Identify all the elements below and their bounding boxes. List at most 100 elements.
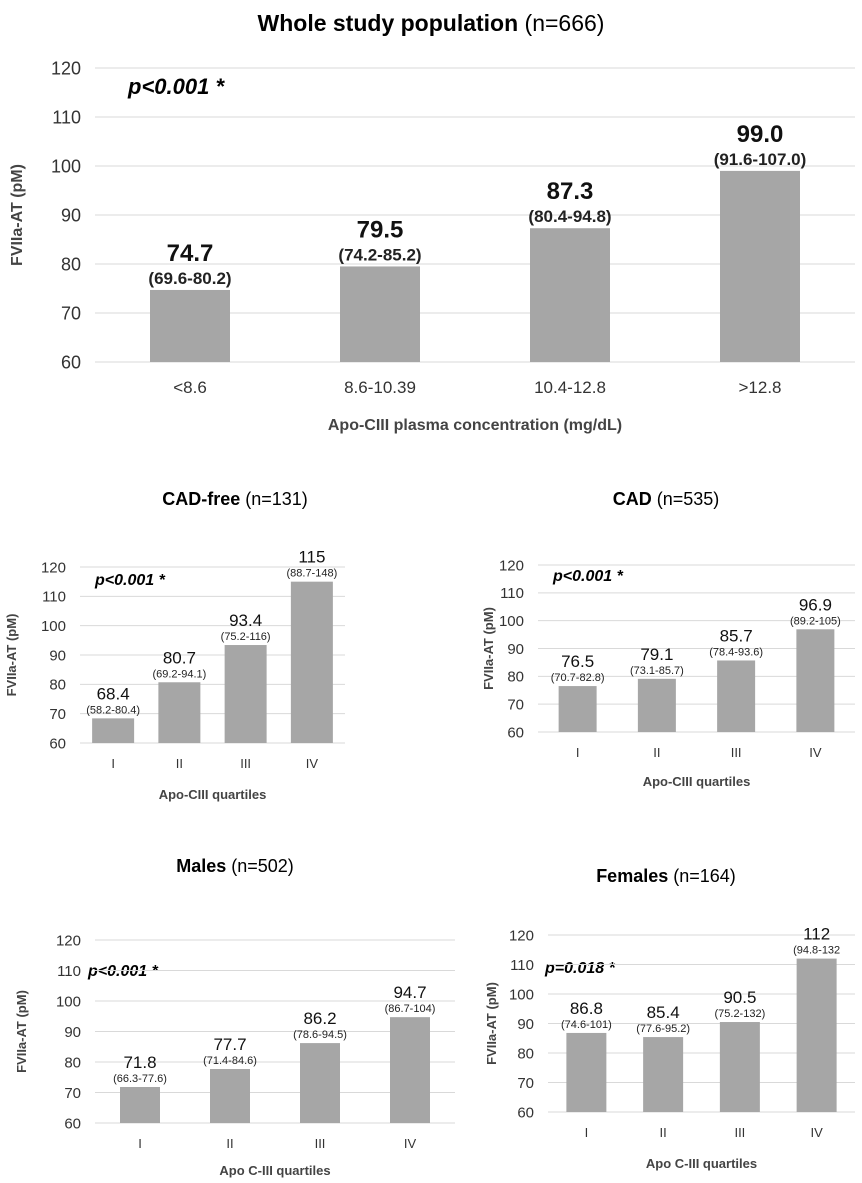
y-tick-label: 70 [517, 1075, 534, 1092]
bar [290, 581, 333, 743]
bar [224, 645, 267, 743]
value-label: 99.0 [737, 121, 784, 148]
value-label: 76.5 [561, 652, 594, 671]
bar [796, 629, 835, 732]
bar [530, 228, 610, 362]
bar-chart-cad: 60 70 80 90 100 110 120 (70.7-82.8) 76.5 I (73.1-8… [481, 557, 855, 789]
value-label: 79.5 [357, 216, 404, 243]
y-tick-label: 90 [517, 1016, 534, 1033]
x-tick-label: I [111, 756, 115, 771]
ci-label: (94.8-132 [793, 945, 840, 957]
ci-label: (80.4-94.8) [528, 207, 611, 226]
x-tick-label: II [653, 745, 660, 760]
y-tick-label: 110 [510, 957, 534, 974]
ci-label: (66.3-77.6) [113, 1073, 167, 1085]
x-tick-label: I [576, 745, 580, 760]
y-tick-label: 90 [49, 647, 66, 664]
y-tick-label: 110 [42, 589, 66, 606]
x-tick-label: IV [404, 1136, 417, 1151]
value-label: 86.2 [303, 1009, 336, 1028]
chart-title-text: Males [176, 856, 227, 876]
y-tick-label: 80 [517, 1045, 534, 1062]
bar-chart-cad-free: 60 70 80 90 100 110 120 (58.2-80.4) 68.4 I (69.2-9… [4, 548, 345, 802]
x-tick-label: III [731, 745, 742, 760]
y-tick-label: 70 [49, 706, 66, 723]
ci-label: (75.2-132) [714, 1008, 765, 1020]
chart-svg: 60 70 80 90 100 110 120 (70.7-82.8)76.5 I (73.1-8… [481, 557, 855, 789]
p-value-label: p<0.001 * [95, 572, 165, 589]
y-tick-label: 80 [49, 677, 66, 694]
y-tick-label: 60 [507, 724, 524, 741]
bar [558, 686, 597, 732]
ci-label: (91.6-107.0) [714, 150, 807, 169]
x-tick-label: IV [810, 1125, 823, 1140]
value-label: 68.4 [97, 684, 130, 703]
y-tick-label: 90 [64, 1024, 81, 1041]
ci-label: (70.7-82.8) [551, 672, 605, 684]
bar [210, 1069, 250, 1123]
bar [719, 1022, 760, 1112]
value-label: 79.1 [640, 645, 673, 664]
chart-title-whole-population: Whole study population (n=666) [0, 10, 862, 37]
y-tick-label: 90 [61, 205, 81, 225]
y-tick-label: 100 [499, 613, 524, 630]
y-tick-label: 80 [64, 1054, 81, 1071]
chart-title-text: CAD [612, 489, 652, 509]
x-tick-label: III [240, 756, 251, 771]
value-label: 90.5 [723, 988, 756, 1007]
chart-title-n: (n=131) [245, 489, 308, 509]
value-label: 93.4 [229, 611, 262, 630]
value-label: 94.7 [393, 983, 426, 1002]
chart-title-cad-free: CAD-free (n=131) [0, 489, 470, 510]
bar [340, 266, 420, 362]
chart-title-n: (n=164) [673, 866, 736, 886]
x-tick-label: II [226, 1136, 233, 1151]
chart-title-females: Females (n=164) [470, 866, 862, 887]
y-tick-label: 70 [507, 696, 524, 713]
bar-chart-whole-population: 60 70 80 90 100 110 120 (69.6-80.2) 74.7 <8.6 (74.… [0, 0, 862, 450]
bar [796, 958, 837, 1112]
bar [637, 678, 676, 732]
y-tick-label: 100 [56, 993, 81, 1010]
bar [717, 660, 756, 732]
value-label: 86.8 [570, 999, 603, 1018]
y-tick-label: 100 [41, 618, 66, 635]
ci-label: (69.6-80.2) [148, 269, 231, 288]
chart-title-text: CAD-free [162, 489, 241, 509]
bar [643, 1037, 684, 1112]
x-tick-label: III [734, 1125, 745, 1140]
y-tick-label: 110 [500, 585, 524, 602]
x-tick-label: 8.6-10.39 [344, 378, 416, 397]
x-tick-label: >12.8 [738, 378, 781, 397]
y-axis-label: FVIIa-AT (pM) [14, 990, 29, 1073]
ci-label: (69.2-94.1) [152, 668, 206, 680]
chart-title-n: (n=502) [231, 856, 294, 876]
x-tick-label: 10.4-12.8 [534, 378, 606, 397]
x-tick-label: I [138, 1136, 142, 1151]
value-label: 74.7 [167, 240, 214, 267]
chart-title-n: (n=666) [524, 10, 605, 36]
y-tick-label: 80 [61, 254, 81, 274]
x-tick-label: IV [809, 745, 822, 760]
value-label: 96.9 [799, 595, 832, 614]
ci-label: (78.4-93.6) [709, 646, 763, 658]
ci-label: (74.6-101) [561, 1019, 612, 1031]
ci-label: (58.2-80.4) [86, 704, 140, 716]
bar [92, 718, 135, 743]
y-axis-label: FVIIa-AT (pM) [4, 614, 19, 697]
chart-title-text: Whole study population [257, 10, 519, 36]
value-label: 115 [298, 548, 325, 567]
ci-label: (73.1-85.7) [630, 665, 684, 677]
ci-label: (78.6-94.5) [293, 1029, 347, 1041]
chart-svg: 60 70 80 90 100 110 120 (69.6-80.2) 74.7 <8.6 (74.… [9, 58, 855, 434]
ci-label: (77.6-95.2) [636, 1023, 690, 1035]
bar [158, 682, 201, 743]
y-axis-label: FVIIa-AT (pM) [481, 607, 496, 690]
value-label: 112 [803, 925, 830, 944]
value-label: 77.7 [213, 1035, 246, 1054]
y-tick-label: 120 [56, 932, 81, 949]
value-label: 85.4 [647, 1003, 680, 1022]
chart-title-text: Females [596, 866, 669, 886]
